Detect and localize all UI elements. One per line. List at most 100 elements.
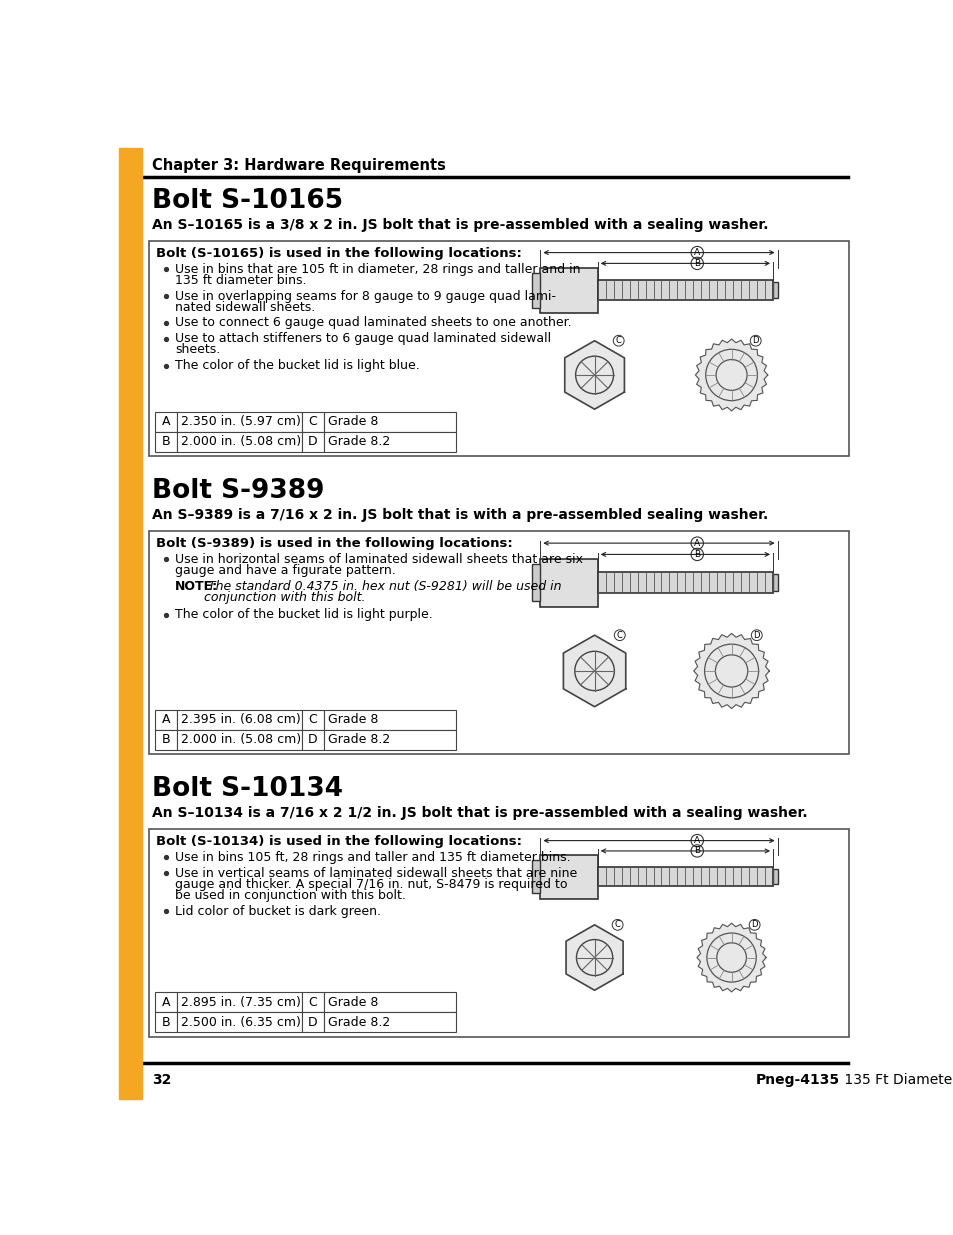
- Bar: [531, 564, 539, 600]
- Text: A: A: [694, 248, 700, 257]
- Text: 2.500 in. (6.35 cm): 2.500 in. (6.35 cm): [181, 1015, 301, 1029]
- Bar: [323, 1013, 456, 1032]
- Polygon shape: [697, 924, 765, 992]
- Text: Use to connect 6 gauge quad laminated sheets to one another.: Use to connect 6 gauge quad laminated sh…: [174, 316, 571, 330]
- Bar: [323, 992, 456, 1013]
- Text: An S–10165 is a 3/8 x 2 in. JS bolt that is pre-assembled with a sealing washer.: An S–10165 is a 3/8 x 2 in. JS bolt that…: [152, 219, 767, 232]
- Bar: [176, 710, 302, 730]
- Bar: [539, 268, 598, 314]
- Text: 135 ft diameter bins.: 135 ft diameter bins.: [174, 274, 306, 287]
- Text: A: A: [161, 713, 170, 726]
- Bar: [302, 710, 323, 730]
- Text: C: C: [309, 713, 317, 726]
- Bar: [323, 710, 456, 730]
- Bar: [176, 730, 302, 750]
- Bar: [176, 992, 302, 1013]
- Bar: [149, 241, 848, 456]
- Text: 32: 32: [152, 1073, 171, 1087]
- Text: D: D: [308, 1015, 317, 1029]
- Text: NOTE:: NOTE:: [174, 579, 218, 593]
- Text: 2.000 in. (5.08 cm): 2.000 in. (5.08 cm): [181, 435, 301, 448]
- Text: The color of the bucket lid is light blue.: The color of the bucket lid is light blu…: [174, 359, 419, 372]
- Bar: [302, 992, 323, 1013]
- Bar: [772, 869, 777, 884]
- Text: Chapter 3: Hardware Requirements: Chapter 3: Hardware Requirements: [152, 158, 445, 173]
- Bar: [772, 574, 777, 592]
- Text: Bolt S-10134: Bolt S-10134: [152, 776, 342, 802]
- Text: The standard 0.4375 in. hex nut (S-9281) will be used in: The standard 0.4375 in. hex nut (S-9281)…: [204, 579, 561, 593]
- Text: B: B: [694, 550, 700, 559]
- Text: C: C: [614, 920, 619, 929]
- Bar: [302, 411, 323, 431]
- Circle shape: [612, 919, 622, 930]
- Text: B: B: [694, 846, 700, 856]
- Text: conjunction with this bolt.: conjunction with this bolt.: [204, 592, 366, 604]
- Text: Pneg-4135: Pneg-4135: [755, 1073, 840, 1087]
- Text: A: A: [161, 995, 170, 1009]
- Text: B: B: [161, 734, 170, 746]
- Bar: [323, 411, 456, 431]
- Text: 2.895 in. (7.35 cm): 2.895 in. (7.35 cm): [181, 995, 301, 1009]
- Text: Use in bins that are 105 ft in diameter, 28 rings and taller and in: Use in bins that are 105 ft in diameter,…: [174, 263, 580, 275]
- Bar: [154, 1013, 176, 1032]
- Text: Bolt (S-10165) is used in the following locations:: Bolt (S-10165) is used in the following …: [156, 247, 522, 261]
- Bar: [539, 855, 598, 899]
- Text: D: D: [751, 920, 757, 929]
- Text: be used in conjunction with this bolt.: be used in conjunction with this bolt.: [174, 889, 405, 902]
- Bar: [119, 148, 142, 1099]
- Text: Grade 8: Grade 8: [328, 415, 378, 429]
- Text: Grade 8: Grade 8: [328, 995, 378, 1009]
- Text: D: D: [752, 336, 759, 346]
- Polygon shape: [565, 925, 622, 990]
- Text: Lid color of bucket is dark green.: Lid color of bucket is dark green.: [174, 905, 380, 918]
- Bar: [154, 411, 176, 431]
- Text: Grade 8: Grade 8: [328, 713, 378, 726]
- Text: A: A: [161, 415, 170, 429]
- Text: B: B: [694, 259, 700, 268]
- Bar: [539, 558, 598, 606]
- Text: Grade 8.2: Grade 8.2: [328, 1015, 391, 1029]
- Bar: [154, 730, 176, 750]
- Circle shape: [749, 336, 760, 346]
- Circle shape: [748, 919, 760, 930]
- Bar: [149, 531, 848, 755]
- Bar: [323, 730, 456, 750]
- Bar: [598, 867, 772, 887]
- Text: gauge and thicker. A special 7/16 in. nut, S-8479 is required to: gauge and thicker. A special 7/16 in. nu…: [174, 878, 567, 890]
- Text: Use in overlapping seams for 8 gauge to 9 gauge quad lami-: Use in overlapping seams for 8 gauge to …: [174, 289, 556, 303]
- Text: D: D: [308, 734, 317, 746]
- Text: D: D: [753, 631, 760, 640]
- Text: Use in bins 105 ft, 28 rings and taller and 135 ft diameter bins.: Use in bins 105 ft, 28 rings and taller …: [174, 851, 570, 863]
- Text: A: A: [694, 836, 700, 845]
- Text: gauge and have a figurate pattern.: gauge and have a figurate pattern.: [174, 564, 395, 577]
- Bar: [149, 829, 848, 1036]
- Text: D: D: [308, 435, 317, 448]
- Text: Bolt (S-9389) is used in the following locations:: Bolt (S-9389) is used in the following l…: [156, 537, 513, 551]
- Text: 2.395 in. (6.08 cm): 2.395 in. (6.08 cm): [181, 713, 301, 726]
- Bar: [323, 431, 456, 452]
- Text: An S–9389 is a 7/16 x 2 in. JS bolt that is with a pre-assembled sealing washer.: An S–9389 is a 7/16 x 2 in. JS bolt that…: [152, 509, 767, 522]
- Bar: [598, 572, 772, 593]
- Bar: [154, 710, 176, 730]
- Text: C: C: [309, 415, 317, 429]
- Bar: [154, 992, 176, 1013]
- Bar: [302, 1013, 323, 1032]
- Text: The color of the bucket lid is light purple.: The color of the bucket lid is light pur…: [174, 609, 433, 621]
- Text: Bolt (S-10134) is used in the following locations:: Bolt (S-10134) is used in the following …: [156, 835, 522, 848]
- Text: Use in vertical seams of laminated sidewall sheets that are nine: Use in vertical seams of laminated sidew…: [174, 867, 577, 879]
- Polygon shape: [695, 340, 767, 411]
- Text: A: A: [694, 538, 700, 547]
- Text: Grade 8.2: Grade 8.2: [328, 734, 391, 746]
- Circle shape: [751, 630, 761, 641]
- Text: nated sidewall sheets.: nated sidewall sheets.: [174, 300, 315, 314]
- Text: 135 Ft Diameter 40-Series Bin: 135 Ft Diameter 40-Series Bin: [840, 1073, 953, 1087]
- Text: Bolt S-9389: Bolt S-9389: [152, 478, 324, 504]
- Text: 2.350 in. (5.97 cm): 2.350 in. (5.97 cm): [181, 415, 301, 429]
- Text: C: C: [615, 336, 621, 346]
- Text: Use in horizontal seams of laminated sidewall sheets that are six: Use in horizontal seams of laminated sid…: [174, 553, 582, 566]
- Bar: [176, 411, 302, 431]
- Polygon shape: [564, 341, 624, 409]
- Text: Bolt S-10165: Bolt S-10165: [152, 188, 342, 214]
- Text: sheets.: sheets.: [174, 343, 220, 357]
- Text: B: B: [161, 435, 170, 448]
